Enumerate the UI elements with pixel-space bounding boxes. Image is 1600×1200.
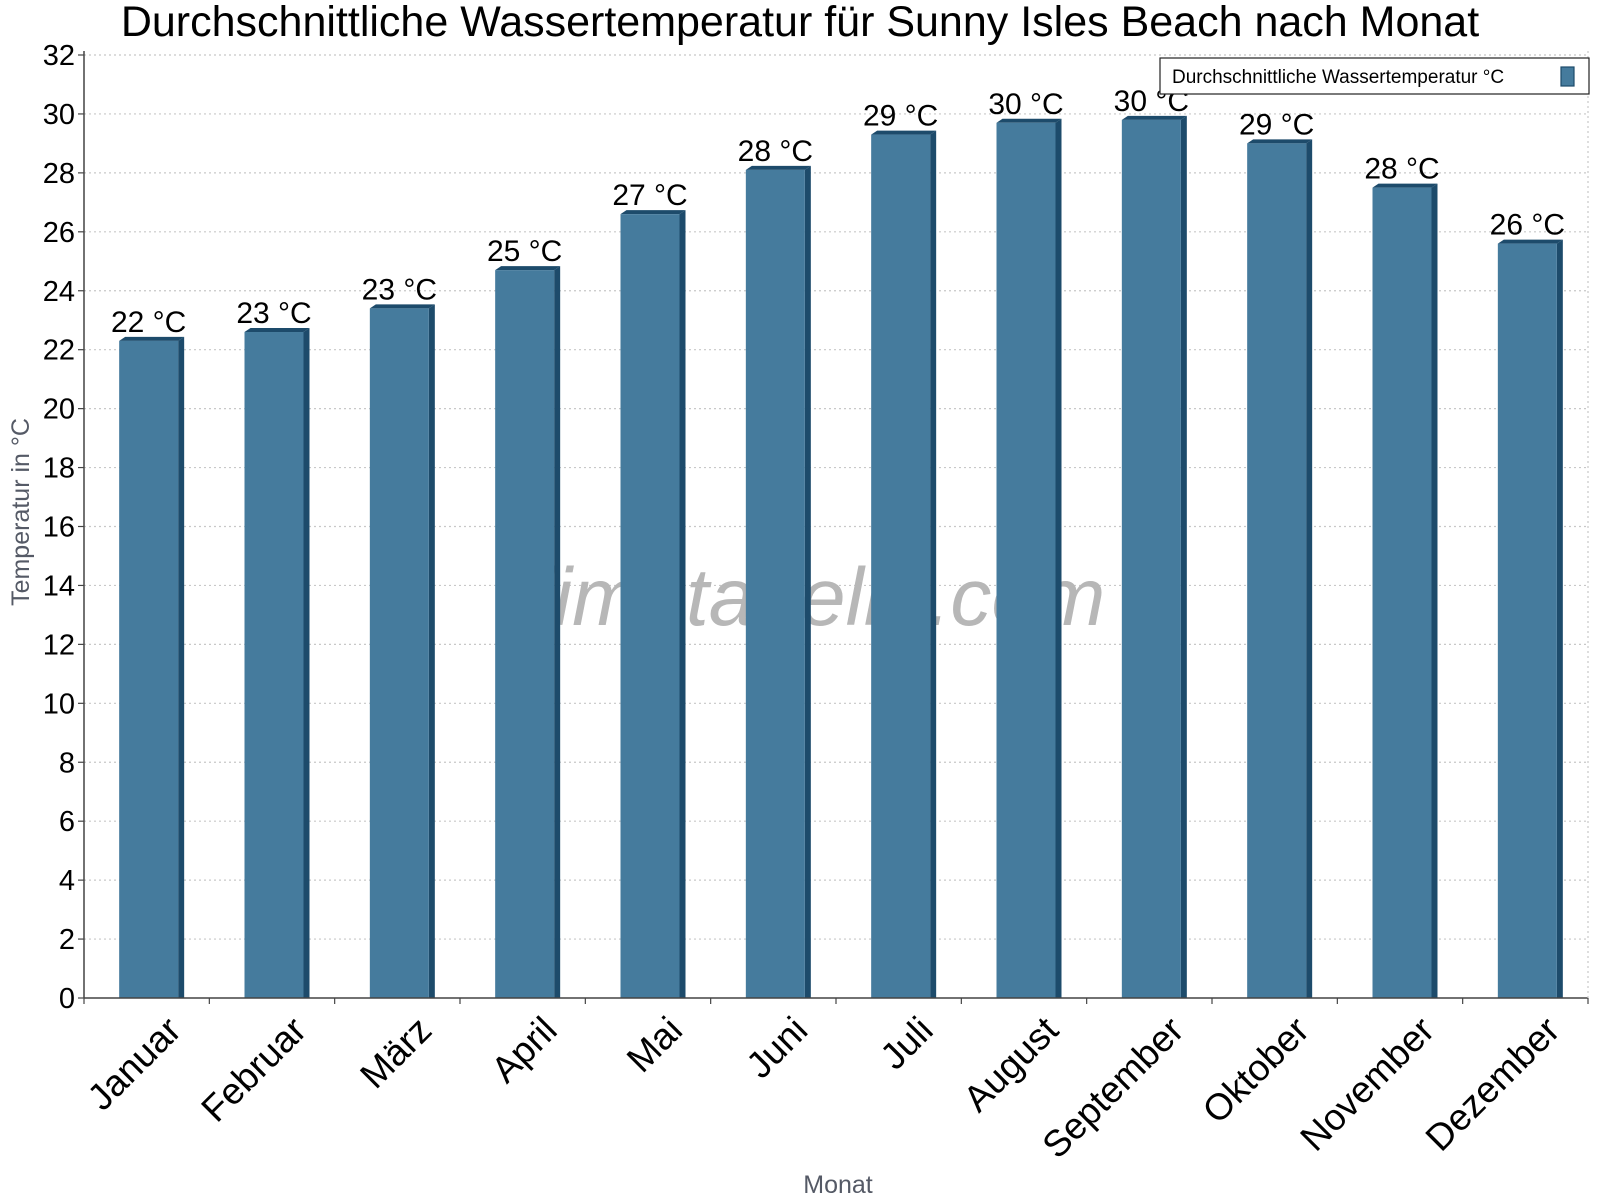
bar (996, 122, 1056, 998)
legend-entry-label: Durchschnittliche Wassertemperatur °C (1172, 67, 1504, 88)
y-axis-title: Temperatur in °C (7, 418, 35, 606)
bar-top (1497, 239, 1563, 244)
bars: 22 °C 23 °C 23 °C 25 °C 27 °C 28 °C 29 °C 30 °C… (111, 85, 1565, 999)
bar-side (804, 165, 811, 999)
y-tick-label: 10 (43, 688, 75, 720)
y-tick-label: 0 (59, 983, 75, 1015)
legend: Durchschnittliche Wassertemperatur °C (1159, 57, 1590, 95)
bar-value-label: 27 °C (612, 179, 687, 212)
bar-top (745, 165, 811, 170)
x-tick-label: Oktober (1195, 1009, 1317, 1131)
x-tick-label: August (956, 1009, 1067, 1120)
bar-top (620, 210, 686, 215)
bar-value-label: 29 °C (1239, 108, 1314, 141)
axes (83, 51, 1589, 999)
bar-value-label: 23 °C (362, 273, 437, 306)
bar-top (369, 304, 435, 309)
y-tick-label: 14 (43, 570, 75, 602)
y-tick-label: 24 (43, 276, 75, 308)
bar-top (1372, 183, 1438, 188)
y-tick-label: 16 (43, 512, 75, 544)
bar-value-label: 22 °C (111, 306, 186, 339)
y-tick-label: 2 (59, 924, 75, 956)
bar-side (1180, 115, 1187, 999)
bar-side (1556, 239, 1563, 999)
bar-top (996, 118, 1062, 123)
bar (1121, 119, 1181, 999)
bar-top (871, 130, 937, 135)
bar (1372, 187, 1432, 998)
bar-top (1247, 139, 1313, 144)
grid-lines (84, 54, 1588, 940)
bar-side (178, 336, 185, 998)
bar-value-label: 28 °C (738, 135, 813, 168)
bar-side (1306, 139, 1313, 998)
y-tick-label: 8 (59, 747, 75, 779)
x-tick-label: Februar (193, 1009, 314, 1130)
chart-title: Durchschnittliche Wassertemperatur für S… (121, 0, 1479, 46)
bar-value-label: 26 °C (1490, 209, 1565, 242)
bar-value-label: 23 °C (236, 297, 311, 330)
y-tick-label: 6 (59, 806, 75, 838)
x-tick-label: März (352, 1009, 439, 1096)
x-tick-label: November (1292, 1009, 1442, 1159)
bar (871, 134, 931, 999)
y-tick-label: 4 (59, 865, 75, 897)
bar-top (1121, 115, 1187, 120)
bar-side (930, 130, 937, 999)
bar-side (554, 266, 561, 998)
legend-swatch (1560, 66, 1575, 87)
bar-side (1431, 183, 1438, 998)
y-tick-label: 30 (43, 99, 75, 131)
x-tick-label: Dezember (1418, 1009, 1568, 1159)
x-axis-title: Monat (803, 1171, 873, 1199)
bar (620, 214, 680, 999)
y-tick-label: 18 (43, 453, 75, 485)
y-tick-label: 22 (43, 335, 75, 367)
x-tick-label: Juli (872, 1009, 940, 1077)
bar (244, 332, 304, 999)
bar (495, 270, 555, 998)
bar-side (1055, 118, 1062, 998)
bar-side (428, 304, 435, 998)
bar-side (303, 328, 310, 999)
bar-top (244, 328, 310, 333)
bar-top (495, 266, 561, 271)
bar-value-label: 29 °C (863, 100, 938, 133)
y-tick-label: 28 (43, 158, 75, 190)
x-tick-label: April (483, 1009, 564, 1090)
x-tick-label: Mai (619, 1009, 690, 1080)
y-tick-label: 32 (43, 40, 75, 72)
bar-value-label: 30 °C (988, 88, 1063, 121)
y-tick-label: 26 (43, 217, 75, 249)
bar (369, 308, 429, 998)
y-tick-label: 12 (43, 629, 75, 661)
bar (745, 169, 805, 999)
bar-value-label: 25 °C (487, 235, 562, 268)
bar-side (679, 210, 686, 999)
bar (1247, 143, 1307, 998)
bar-top (119, 336, 185, 341)
x-tick-label: Januar (80, 1009, 189, 1118)
x-axis-ticks: Januar Februar März April Mai Juni Juli AugustS… (80, 998, 1589, 1166)
x-tick-label: Juni (738, 1009, 815, 1086)
y-tick-label: 20 (43, 394, 75, 426)
bar-value-label: 28 °C (1364, 153, 1439, 186)
bar (1497, 243, 1557, 999)
bar (119, 340, 179, 998)
legend-box (1159, 57, 1590, 95)
